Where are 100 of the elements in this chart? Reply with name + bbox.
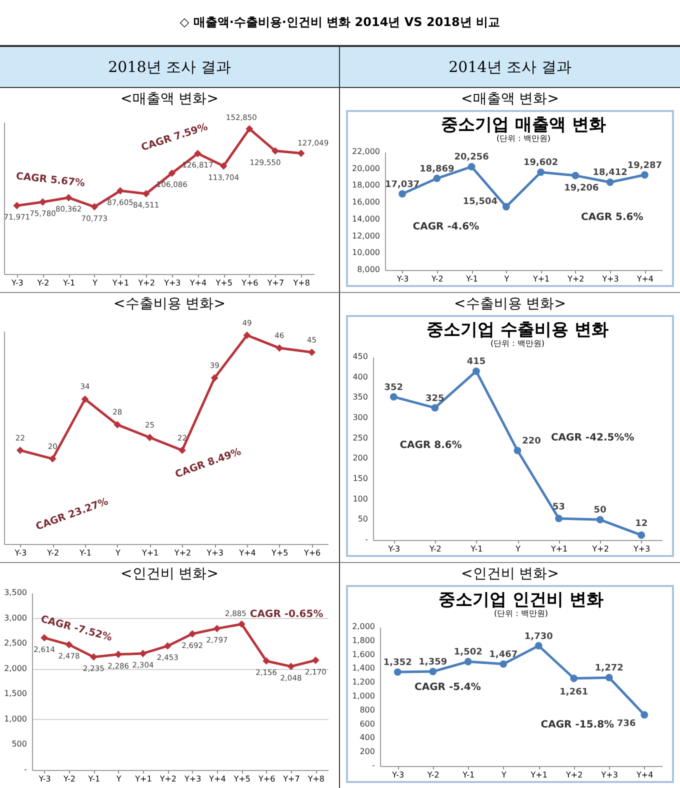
data-label: 415 [466, 357, 486, 368]
chart-title: 중소기업 인건비 변화 [438, 590, 604, 610]
annotation: CAGR 5.6% [581, 212, 644, 223]
data-label: 1,730 [524, 632, 553, 642]
x-tick-label: Y+5 [232, 774, 251, 784]
data-label: 19,602 [523, 158, 558, 168]
x-tick-label: Y+4 [238, 548, 256, 558]
data-label: 1,261 [560, 687, 588, 698]
y-tick-label: 2,500 [4, 638, 27, 648]
annotation: CAGR -4.6% [412, 221, 480, 232]
y-tick-label: 1,800 [352, 636, 375, 645]
y-tick-label: 1,000 [4, 714, 27, 724]
data-label: 1,359 [418, 658, 448, 668]
x-tick-label: Y+1 [550, 544, 568, 554]
y-tick-label: 200 [360, 747, 375, 756]
data-label: 50 [594, 506, 606, 516]
y-tick-label: 1,000 [352, 692, 375, 700]
y-tick-label: 600 [360, 719, 375, 728]
x-tick-label: Y [91, 278, 98, 288]
x-tick-label: Y [503, 274, 510, 284]
y-tick-label: 1,500 [4, 689, 27, 698]
x-tick-label: Y-1 [470, 544, 483, 554]
x-tick-label: Y+2 [565, 770, 583, 780]
x-tick-label: Y-3 [396, 274, 409, 284]
data-label: 1,352 [383, 658, 412, 668]
text: <수출비용 변화> [453, 295, 567, 314]
x-tick-label: Y-2 [36, 278, 50, 288]
chart-title: <인건비 변화> [120, 565, 220, 584]
x-tick-label: Y+5 [214, 278, 232, 288]
x-tick-label: Y-2 [62, 774, 76, 784]
annotation: CAGR -7.52% [39, 614, 114, 644]
y-tick-label: 2,000 [352, 622, 375, 631]
chart-title: <매출액 변화> [120, 90, 220, 109]
x-tick-label: Y+4 [208, 774, 226, 784]
x-tick-label: Y+7 [266, 278, 284, 288]
annotation: CAGR -15.8% [540, 719, 614, 730]
y-tick-label: 8,000 [357, 265, 380, 274]
y-tick-label: 400 [352, 372, 368, 382]
data-label: 19,287 [627, 160, 662, 171]
annotation: CAGR 8.6% [400, 440, 462, 451]
chart-title: 중소기업 수출비용 변화 [426, 320, 608, 340]
annotation: CAGR -0.65% [250, 609, 324, 620]
y-tick-label: 50 [358, 514, 368, 524]
x-tick-label: Y+5 [270, 548, 288, 558]
data-label: 325 [426, 394, 444, 404]
y-tick-label: 500 [12, 740, 27, 749]
x-tick-label: Y+4 [188, 278, 207, 288]
y-tick-label: 2,000 [4, 664, 27, 673]
x-tick-label: Y+1 [530, 770, 548, 780]
data-label: 18,869 [420, 164, 454, 174]
x-tick-label: Y+2 [566, 274, 584, 284]
x-tick-label: Y+3 [206, 548, 224, 558]
y-tick-label: 450 [352, 352, 368, 361]
y-tick-label: 250 [352, 433, 368, 442]
x-tick-label: Y-1 [87, 774, 100, 784]
x-tick-label: Y-3 [38, 774, 51, 784]
x-tick-label: Y+7 [282, 774, 300, 784]
data-label: 1,467 [489, 650, 518, 660]
y-tick-label: 200 [352, 454, 368, 463]
chart-subtitle: (단위 : 백만원) [490, 339, 545, 348]
x-tick-label: Y-2 [46, 548, 60, 558]
x-tick-label: Y+3 [632, 544, 650, 554]
data-label: 15,504 [462, 196, 498, 207]
y-tick-label: 16,000 [352, 198, 380, 207]
y-tick-label: 1,600 [352, 650, 375, 659]
data-label: 53 [552, 502, 566, 512]
annotation: CAGR -42.5%% [550, 432, 634, 444]
chart-title: 중소기업 매출액 변화 [441, 115, 606, 135]
x-tick-label: Y+2 [591, 544, 609, 554]
text: 2014년 조사 결과 [340, 47, 680, 88]
annotation: CAGR 7.59% [140, 122, 210, 154]
x-tick-label: Y-3 [387, 544, 400, 554]
annotation: CAGR 5.67% [15, 171, 86, 190]
x-tick-label: Y+4 [636, 274, 654, 284]
data-label: 736 [616, 718, 636, 729]
y-tick-label: 10,000 [352, 248, 380, 258]
y-tick-label: 300 [352, 413, 368, 422]
chart-subtitle: (단위 : 백만원) [496, 134, 551, 143]
chart-subtitle: (단위 : 백만원) [494, 609, 548, 618]
x-tick-label: Y+8 [306, 774, 325, 784]
y-tick-label: 22,000 [352, 147, 380, 156]
x-tick-label: Y-2 [428, 544, 442, 554]
x-tick-label: Y-1 [78, 548, 92, 558]
x-tick-label: Y+3 [163, 278, 181, 288]
data-label: 12 [635, 519, 648, 530]
text: ◇ 매출액·수출비용·인건비 변화 2014년 VS 2018년 비교 [178, 14, 502, 31]
x-tick-label: Y+3 [183, 774, 202, 784]
x-tick-label: Y+1 [532, 274, 550, 284]
data-label: 352 [384, 382, 404, 393]
annotation: CAGR -5.4% [414, 682, 481, 693]
data-label: 19,206 [564, 184, 599, 194]
y-tick-label: 800 [360, 705, 375, 714]
x-tick-label: Y+2 [137, 278, 155, 288]
x-tick-label: Y+6 [302, 548, 321, 558]
data-label: 1,502 [454, 648, 482, 658]
text: <매출액 변화> [460, 90, 560, 109]
data-label: 17,037 [384, 180, 420, 190]
y-tick-label: 20,000 [352, 164, 380, 173]
y-tick-label: - [24, 765, 28, 774]
x-tick-label: Y+1 [111, 278, 130, 288]
